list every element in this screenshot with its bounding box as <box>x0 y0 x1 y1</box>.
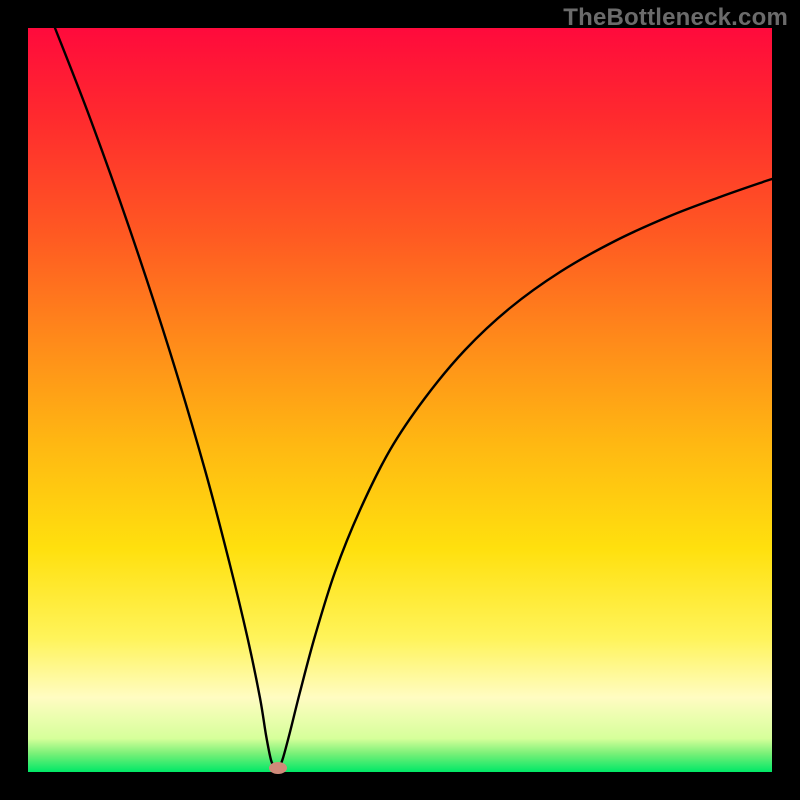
watermark-text: TheBottleneck.com <box>563 4 788 32</box>
optimal-point-marker <box>269 762 287 774</box>
plot-background <box>28 28 772 772</box>
bottleneck-chart <box>0 0 800 800</box>
chart-frame: TheBottleneck.com <box>0 0 800 800</box>
